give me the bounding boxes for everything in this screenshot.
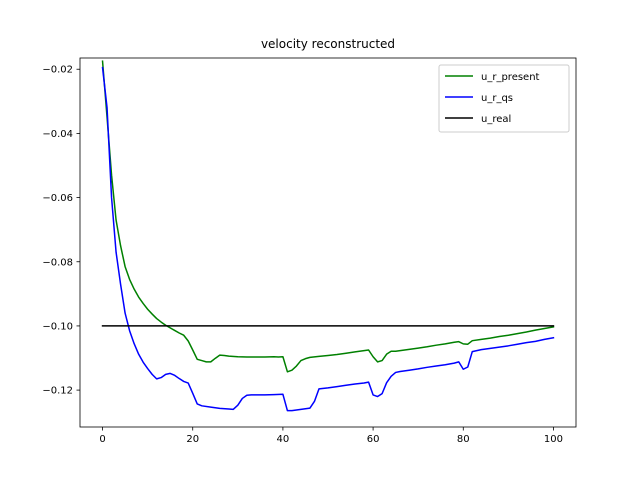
y-tick-label: −0.08 [42,257,73,268]
series-group [101,60,555,412]
chart-title: velocity reconstructed [261,37,395,51]
y-tick-label: −0.02 [42,65,73,76]
axes-frame [79,57,577,428]
series-line-u_r_qs [101,66,555,412]
x-tick-label: 60 [367,434,380,445]
x-tick-label: 20 [186,434,199,445]
legend-label-u_real: u_real [481,114,511,125]
legend-box [438,64,570,133]
legend-label-u_r_qs: u_r_qs [481,93,513,104]
y-tick-label: −0.10 [42,321,73,332]
y-tick-label: −0.06 [42,193,73,204]
x-tick-label: 100 [544,434,563,445]
x-tick-label: 40 [277,434,290,445]
y-tick-label: −0.12 [42,386,73,397]
x-tick-label: 0 [99,434,105,445]
y-tick-label: −0.04 [42,129,73,140]
x-tick-label: 80 [457,434,470,445]
series-line-u_r_present [101,60,555,373]
legend: u_r_present u_r_qs u_real [438,64,570,133]
legend-label-u_r_present: u_r_present [481,72,540,83]
plot-area: 0 20 40 60 80 100 −0.02 −0.04 −0.06 −0.08 −0.10 −0.… [42,57,577,445]
